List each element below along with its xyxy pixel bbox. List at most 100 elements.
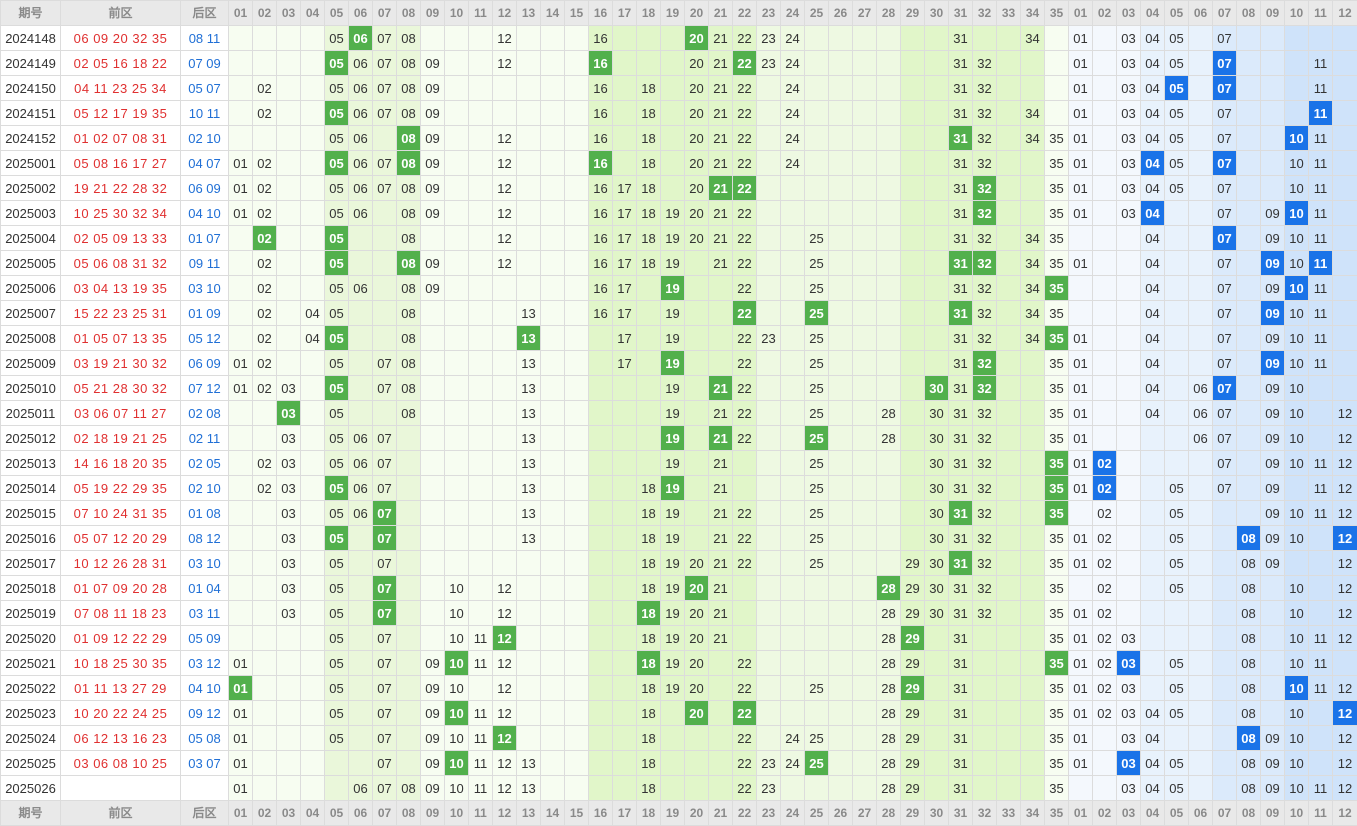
front-cell: 22 — [732, 500, 757, 526]
back-cell — [1236, 350, 1261, 376]
front-cell: 20 — [684, 150, 709, 176]
back-cell — [1332, 75, 1357, 101]
front-cell — [732, 475, 757, 501]
header-front-col: 33 — [996, 0, 1021, 26]
back-cell — [1116, 500, 1141, 526]
front-hit-cell: 21 — [708, 175, 733, 201]
back-cell — [1140, 500, 1165, 526]
front-cell: 23 — [756, 50, 781, 76]
front-cell: 19 — [660, 225, 685, 251]
front-cell: 09 — [420, 275, 445, 301]
back-cell — [1116, 375, 1141, 401]
back-draw-numbers: 07 12 — [180, 375, 229, 401]
front-cell — [468, 125, 493, 151]
front-cell — [828, 750, 853, 776]
front-cell — [564, 275, 589, 301]
front-cell — [468, 500, 493, 526]
back-cell: 10 — [1284, 425, 1309, 451]
back-hit-cell: 07 — [1212, 75, 1237, 101]
front-hit-cell: 22 — [732, 50, 757, 76]
issue-number: 2025008 — [0, 325, 61, 351]
back-cell — [1140, 450, 1165, 476]
front-cell: 02 — [252, 300, 277, 326]
front-cell — [372, 300, 397, 326]
front-cell: 20 — [684, 225, 709, 251]
front-cell: 35 — [1044, 675, 1069, 701]
front-cell — [756, 650, 781, 676]
front-cell — [924, 25, 949, 51]
back-cell — [1284, 475, 1309, 501]
front-draw-numbers: 01 07 09 20 28 — [60, 575, 181, 601]
footer-front-col: 21 — [708, 800, 733, 826]
back-cell: 10 — [1284, 600, 1309, 626]
front-cell — [924, 625, 949, 651]
front-cell — [900, 475, 925, 501]
front-cell — [396, 550, 421, 576]
front-cell: 22 — [732, 750, 757, 776]
back-cell: 05 — [1164, 700, 1189, 726]
issue-number: 2025018 — [0, 575, 61, 601]
front-cell — [636, 300, 661, 326]
footer-front-col: 31 — [948, 800, 973, 826]
front-cell: 31 — [948, 325, 973, 351]
back-cell: 05 — [1164, 125, 1189, 151]
front-cell — [540, 475, 565, 501]
front-cell — [300, 650, 325, 676]
front-cell — [252, 525, 277, 551]
front-cell: 30 — [924, 525, 949, 551]
front-cell — [804, 650, 829, 676]
front-cell — [468, 425, 493, 451]
front-cell: 10 — [444, 625, 469, 651]
front-cell — [780, 375, 805, 401]
front-cell: 21 — [708, 500, 733, 526]
front-cell: 32 — [972, 50, 997, 76]
back-cell — [1188, 750, 1213, 776]
back-hit-cell: 04 — [1140, 150, 1165, 176]
front-cell — [972, 625, 997, 651]
front-cell — [276, 675, 301, 701]
front-cell: 34 — [1020, 325, 1045, 351]
back-cell — [1188, 50, 1213, 76]
front-cell: 18 — [636, 125, 661, 151]
front-cell: 22 — [732, 250, 757, 276]
front-hit-cell: 30 — [924, 375, 949, 401]
front-cell — [564, 425, 589, 451]
back-cell — [1212, 650, 1237, 676]
front-cell — [468, 475, 493, 501]
front-cell: 21 — [708, 225, 733, 251]
front-cell — [540, 325, 565, 351]
front-cell — [444, 150, 469, 176]
front-cell — [660, 175, 685, 201]
front-cell: 28 — [876, 725, 901, 751]
back-cell: 03 — [1116, 75, 1141, 101]
front-cell: 32 — [972, 550, 997, 576]
front-cell — [924, 125, 949, 151]
front-cell: 12 — [492, 175, 517, 201]
back-cell: 09 — [1260, 425, 1285, 451]
front-cell — [228, 425, 253, 451]
front-cell — [612, 150, 637, 176]
front-cell — [300, 700, 325, 726]
front-cell: 30 — [924, 450, 949, 476]
front-cell — [276, 200, 301, 226]
front-cell: 18 — [636, 500, 661, 526]
back-cell: 10 — [1284, 525, 1309, 551]
front-hit-cell: 19 — [660, 350, 685, 376]
back-cell — [1236, 475, 1261, 501]
back-cell: 07 — [1212, 400, 1237, 426]
front-cell: 08 — [396, 375, 421, 401]
back-cell: 12 — [1332, 425, 1357, 451]
front-cell — [564, 675, 589, 701]
front-cell — [540, 550, 565, 576]
back-cell — [1332, 275, 1357, 301]
front-hit-cell: 16 — [588, 50, 613, 76]
front-cell — [900, 75, 925, 101]
back-cell — [1188, 475, 1213, 501]
back-draw-numbers: 10 11 — [180, 100, 229, 126]
front-cell — [636, 350, 661, 376]
front-cell: 35 — [1044, 175, 1069, 201]
back-cell: 02 — [1092, 575, 1117, 601]
front-cell: 21 — [708, 525, 733, 551]
footer-front-col: 19 — [660, 800, 685, 826]
back-cell: 01 — [1068, 350, 1093, 376]
